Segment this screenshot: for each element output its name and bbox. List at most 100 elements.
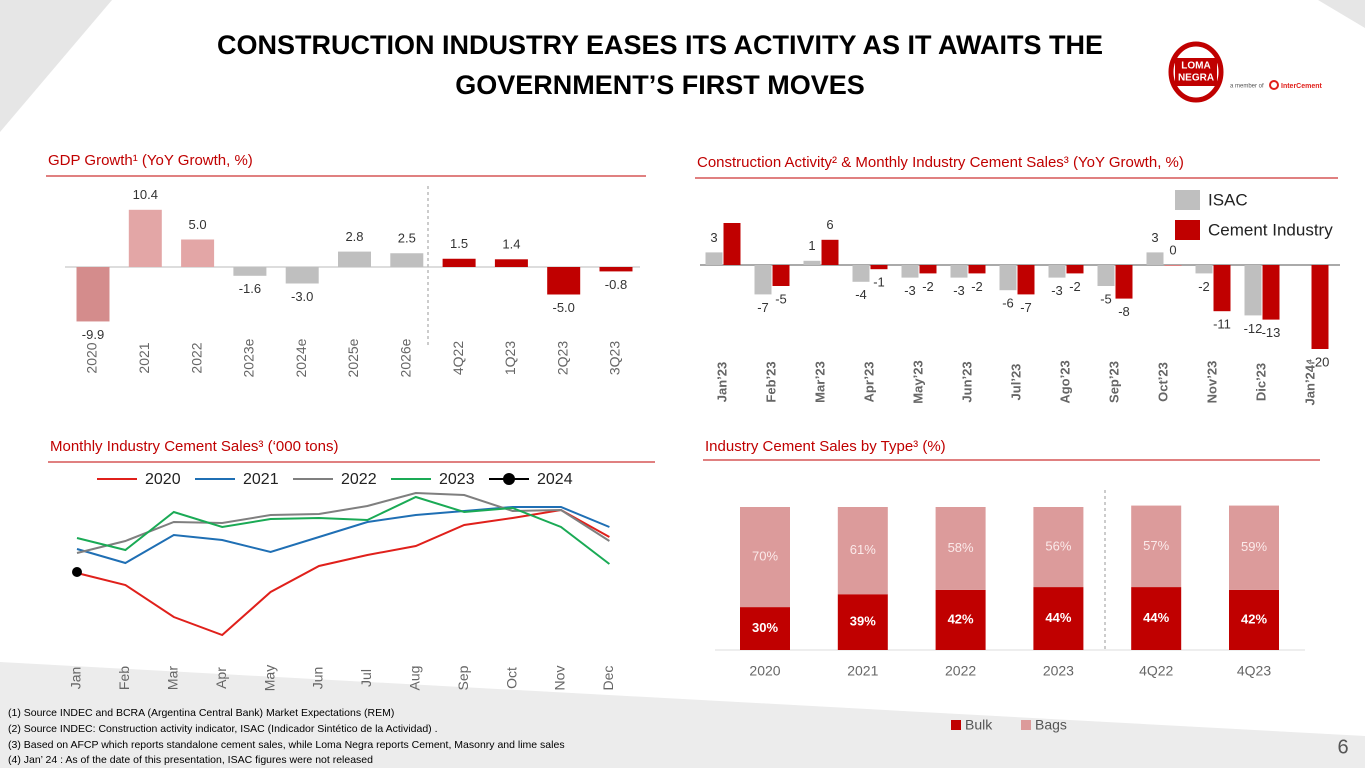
corner-shape: [1318, 0, 1365, 28]
data-label: 2.5: [398, 231, 416, 246]
x-tick-label: Jul: [358, 669, 374, 687]
bar: [547, 267, 581, 295]
x-tick-label: 3Q23: [607, 341, 623, 375]
series-line: [76, 495, 611, 565]
x-tick-label: Jul’23: [1008, 364, 1023, 401]
data-label: 0: [1169, 242, 1176, 257]
footnote: (3) Based on AFCP which reports standalo…: [8, 739, 565, 751]
x-tick-label: 2020: [749, 663, 780, 679]
bar-segment: [1131, 587, 1182, 650]
data-label: 42%: [948, 611, 974, 626]
x-tick-label: 4Q22: [450, 341, 466, 375]
x-tick-label: Dic’23: [1253, 363, 1268, 401]
data-label: -2: [1069, 279, 1081, 294]
data-label: 44%: [1143, 610, 1169, 625]
bar: [285, 267, 319, 284]
data-label: -3.0: [291, 289, 313, 304]
x-tick-label: Mar’23: [812, 361, 827, 403]
data-label: 6: [826, 217, 833, 232]
bar: [1213, 265, 1231, 312]
bar-segment: [1229, 589, 1279, 650]
x-tick-label: 4Q22: [1139, 663, 1173, 679]
legend-swatch: [951, 720, 961, 730]
legend-label: 2024: [537, 471, 573, 488]
bar: [968, 265, 986, 274]
bar: [1066, 265, 1084, 274]
footnote: (2) Source INDEC: Construction activity …: [8, 723, 438, 735]
data-label: 39%: [850, 614, 876, 629]
bar: [1311, 265, 1329, 349]
x-tick-label: 2021: [136, 342, 152, 373]
footer-band: [0, 662, 1365, 768]
data-label: 70%: [752, 548, 778, 563]
x-tick-label: 2023e: [241, 338, 257, 377]
data-label: 56%: [1045, 538, 1071, 553]
legend-label: 2021: [243, 471, 279, 488]
page-number: 6: [1337, 736, 1348, 758]
x-tick-label: 2026e: [398, 338, 414, 377]
data-label: -5.0: [552, 300, 574, 315]
x-tick-label: Jan: [68, 667, 84, 690]
bar: [1115, 265, 1133, 299]
bar: [338, 251, 371, 267]
logo-text: NEGRA: [1178, 73, 1214, 84]
x-tick-label: May’23: [910, 360, 925, 403]
data-label: 59%: [1241, 539, 1267, 554]
footnote: (4) Jan’ 24 : As of the date of this pre…: [8, 754, 373, 766]
x-tick-label: Oct’23: [1155, 362, 1170, 402]
data-label: 3: [1151, 230, 1158, 245]
bar: [442, 258, 476, 267]
x-tick-label: 2020: [84, 342, 100, 373]
data-label: -3: [904, 283, 916, 298]
data-label: -12: [1244, 321, 1263, 336]
bar-segment: [935, 589, 986, 650]
bar: [599, 267, 633, 272]
bar: [705, 252, 723, 265]
bar: [870, 265, 888, 270]
legend-label: 2020: [145, 471, 181, 488]
bar: [821, 239, 839, 265]
data-label: -13: [1262, 325, 1281, 340]
x-tick-label: Sep’23: [1106, 361, 1121, 403]
bar-segment: [837, 594, 888, 650]
data-label: -3: [953, 283, 965, 298]
data-label: 10.4: [133, 187, 158, 202]
x-tick-label: Nov: [552, 666, 568, 691]
logo-text: LOMA: [1181, 61, 1210, 72]
chart-title: Construction Activity² & Monthly Industr…: [697, 154, 1184, 171]
bar: [1017, 265, 1035, 295]
data-label: -1.6: [239, 281, 261, 296]
data-label: -11: [1213, 317, 1231, 332]
bar: [1048, 265, 1066, 278]
data-label: 5.0: [189, 217, 207, 232]
data-label: 44%: [1045, 610, 1071, 625]
data-label: 3: [710, 230, 717, 245]
x-tick-label: Jan’23: [714, 362, 729, 402]
x-tick-label: May: [261, 665, 277, 691]
bar: [76, 267, 110, 322]
data-label: -20: [1311, 354, 1330, 369]
x-tick-label: Jun’23: [959, 361, 974, 402]
bar: [723, 223, 741, 265]
x-tick-label: 2Q23: [554, 341, 570, 375]
chart-title: Industry Cement Sales by Type³ (%): [705, 438, 946, 455]
x-tick-label: 2021: [847, 663, 878, 679]
data-label: -8: [1118, 304, 1130, 319]
legend-label: Bulk: [965, 717, 993, 733]
bar-segment: [1033, 507, 1084, 588]
chart-title: Monthly Industry Cement Sales³ (‘000 ton…: [50, 438, 338, 455]
data-label: 42%: [1241, 611, 1267, 626]
legend-label: Cement Industry: [1208, 220, 1333, 239]
data-label: -5: [775, 291, 787, 306]
bar: [901, 265, 919, 278]
bar: [233, 267, 267, 276]
data-label: -7: [1020, 300, 1032, 315]
footnote: (1) Source INDEC and BCRA (Argentina Cen…: [8, 707, 394, 719]
bar: [999, 265, 1017, 291]
data-label: 1.4: [502, 237, 520, 252]
data-label: 57%: [1143, 538, 1169, 553]
x-tick-label: Oct: [503, 667, 519, 689]
data-label: 58%: [948, 540, 974, 555]
logo-box: [1175, 58, 1217, 86]
